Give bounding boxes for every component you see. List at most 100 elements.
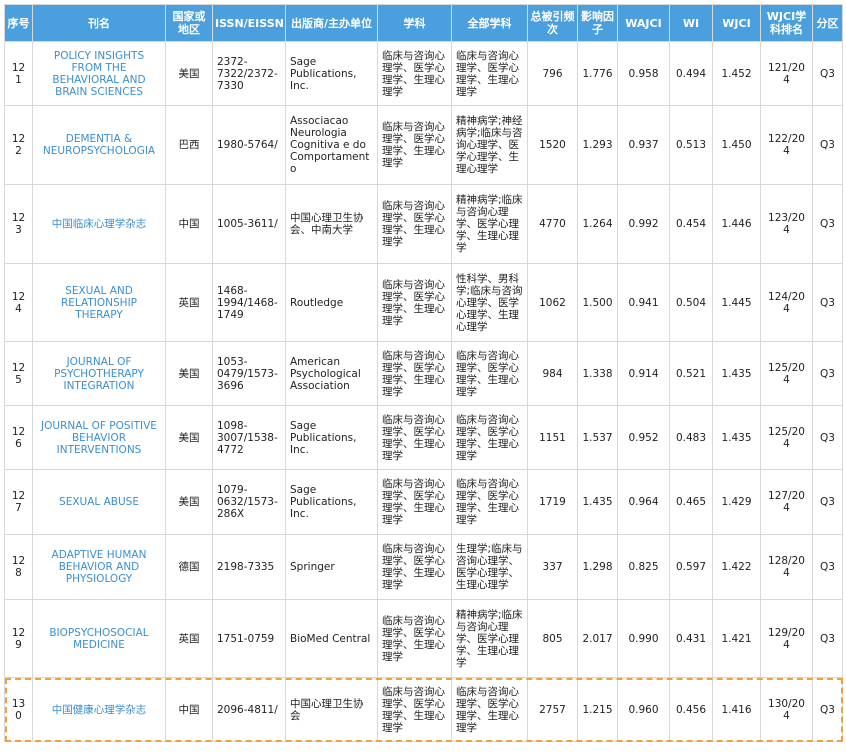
journal-name[interactable]: JOURNAL OF POSITIVE BEHAVIOR INTERVENTIO… [32, 405, 166, 470]
table-cell: 0.454 [669, 184, 713, 264]
journal-name[interactable]: 中国健康心理学杂志 [32, 677, 166, 742]
table-cell: 122 [4, 105, 33, 185]
table-row: 121 POLICY INSIGHTS FROM THE BEHAVIORAL A… [4, 41, 843, 106]
table-cell: 1.338 [577, 341, 618, 406]
header-cell: 刊名 [32, 4, 166, 42]
table-cell: 性科学、男科学;临床与咨询心理学、医学心理学、生理心理学 [451, 263, 528, 342]
table-cell: Associacao Neurologia Cognitiva e do Com… [285, 105, 378, 185]
header-cell: 国家或地区 [165, 4, 213, 42]
table-cell: 0.937 [617, 105, 670, 185]
table-cell: Springer [285, 534, 378, 600]
journal-name[interactable]: JOURNAL OF PSYCHOTHERAPY INTEGRATION [32, 341, 166, 406]
table-cell: 121 [4, 41, 33, 106]
table-cell: 805 [527, 599, 578, 678]
table-row: 122 DEMENTIA & NEUROPSYCHOLOGIA 巴西 1980-576… [4, 105, 843, 185]
table-cell: 中国 [165, 184, 213, 264]
table-row: 123 中国临床心理学杂志 中国 1005-3611/中国心理卫生协会、中南大学 临床与… [4, 184, 843, 264]
table-cell: 临床与咨询心理学、医学心理学、生理心理学 [451, 469, 528, 535]
journal-name[interactable]: DEMENTIA & NEUROPSYCHOLOGIA [32, 105, 166, 185]
table-cell: 临床与咨询心理学、医学心理学、生理心理学 [377, 341, 452, 406]
table-cell: BioMed Central [285, 599, 378, 678]
table-cell: 1.776 [577, 41, 618, 106]
table-cell: 0.958 [617, 41, 670, 106]
table-cell: 英国 [165, 263, 213, 342]
table-cell: 2096-4811/ [212, 677, 286, 742]
journal-name[interactable]: BIOPSYCHOSOCIAL MEDICINE [32, 599, 166, 678]
table-row: 127 SEXUAL ABUSE 美国 1079-0632/1573-286X Sage… [4, 469, 843, 535]
journal-name[interactable]: SEXUAL AND RELATIONSHIP THERAPY [32, 263, 166, 342]
table-cell: 1151 [527, 405, 578, 470]
table-cell: 0.964 [617, 469, 670, 535]
table-cell: Routledge [285, 263, 378, 342]
table-cell: 临床与咨询心理学、医学心理学、生理心理学 [451, 41, 528, 106]
table-cell: 0.494 [669, 41, 713, 106]
table-cell: 1.215 [577, 677, 618, 742]
table-cell: 2.017 [577, 599, 618, 678]
table-cell: 129 [4, 599, 33, 678]
journal-name[interactable]: 中国临床心理学杂志 [32, 184, 166, 264]
table-cell: 0.952 [617, 405, 670, 470]
table-cell: 1079-0632/1573-286X [212, 469, 286, 535]
table-cell: 英国 [165, 599, 213, 678]
table-cell: 德国 [165, 534, 213, 600]
table-cell: 中国心理卫生协会、中南大学 [285, 184, 378, 264]
table-cell: 巴西 [165, 105, 213, 185]
table-cell: 122/204 [760, 105, 813, 185]
table-cell: Q3 [812, 599, 843, 678]
table-cell: 984 [527, 341, 578, 406]
table-cell: 1.421 [712, 599, 761, 678]
table-cell: 4770 [527, 184, 578, 264]
table-cell: 1.298 [577, 534, 618, 600]
journal-name[interactable]: POLICY INSIGHTS FROM THE BEHAVIORAL AND … [32, 41, 166, 106]
table-row: 129 BIOPSYCHOSOCIAL MEDICINE 英国 1751-0759 Bi… [4, 599, 843, 678]
table-cell: 124/204 [760, 263, 813, 342]
table-cell: Q3 [812, 184, 843, 264]
header-cell: WI [669, 4, 713, 42]
header-cell: WAJCI [617, 4, 670, 42]
table-cell: 精神病学;临床与咨询心理学、医学心理学、生理心理学 [451, 184, 528, 264]
table-cell: 1520 [527, 105, 578, 185]
table-cell: 精神病学;神经病学;临床与咨询心理学、医学心理学、生理心理学 [451, 105, 528, 185]
table-cell: 1.416 [712, 677, 761, 742]
table-cell: 130/204 [760, 677, 813, 742]
table-cell: 128 [4, 534, 33, 600]
table-cell: 1098-3007/1538-4772 [212, 405, 286, 470]
table-cell: 0.914 [617, 341, 670, 406]
table-cell: 0.990 [617, 599, 670, 678]
header-cell: 学科 [377, 4, 452, 42]
table-cell: Q3 [812, 341, 843, 406]
table-cell: Q3 [812, 263, 843, 342]
table-cell: 临床与咨询心理学、医学心理学、生理心理学 [451, 677, 528, 742]
table-cell: 1.422 [712, 534, 761, 600]
table-cell: 1.537 [577, 405, 618, 470]
table-cell: 临床与咨询心理学、医学心理学、生理心理学 [377, 534, 452, 600]
table-cell: Sage Publications, Inc. [285, 469, 378, 535]
journal-name[interactable]: SEXUAL ABUSE [32, 469, 166, 535]
table-cell: 1.435 [712, 405, 761, 470]
table-cell: 1.445 [712, 263, 761, 342]
header-cell: WJCI [712, 4, 761, 42]
table-cell: 临床与咨询心理学、医学心理学、生理心理学 [377, 469, 452, 535]
table-cell: 中国 [165, 677, 213, 742]
header-cell: 序号 [4, 4, 33, 42]
table-cell: 0.597 [669, 534, 713, 600]
table-cell: 中国心理卫生协会 [285, 677, 378, 742]
table-cell: 128/204 [760, 534, 813, 600]
table-cell: 123/204 [760, 184, 813, 264]
table-cell: 1.450 [712, 105, 761, 185]
journal-name[interactable]: ADAPTIVE HUMAN BEHAVIOR AND PHYSIOLOGY [32, 534, 166, 600]
table-cell: Q3 [812, 469, 843, 535]
table-cell: Sage Publications, Inc. [285, 405, 378, 470]
table-cell: 126 [4, 405, 33, 470]
table-cell: American Psychological Association [285, 341, 378, 406]
table-cell: 0.521 [669, 341, 713, 406]
table-cell: 0.456 [669, 677, 713, 742]
table-cell: 2372-7322/2372-7330 [212, 41, 286, 106]
table-cell: 1.293 [577, 105, 618, 185]
table-cell: 1.429 [712, 469, 761, 535]
table-cell: 美国 [165, 405, 213, 470]
table-cell: 2198-7335 [212, 534, 286, 600]
table-cell: 0.941 [617, 263, 670, 342]
table-cell: 1.435 [712, 341, 761, 406]
